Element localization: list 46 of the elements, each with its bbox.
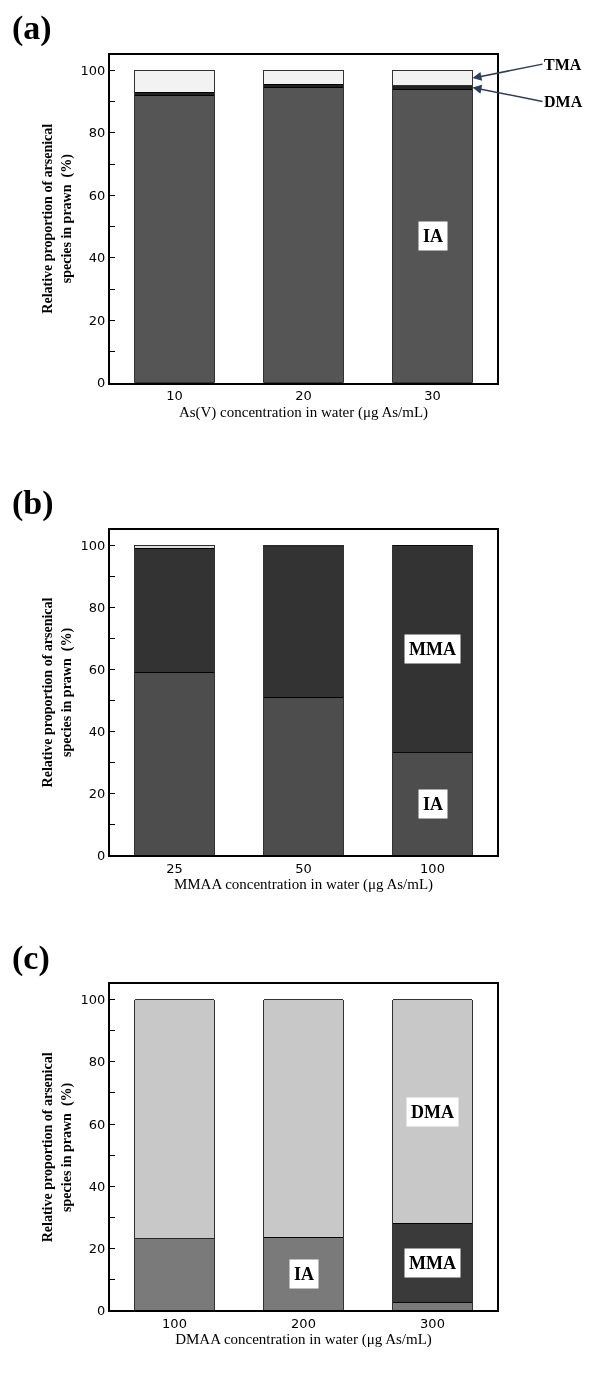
y-tick-label: 60 [88, 661, 106, 677]
series-label: DMA [411, 1102, 454, 1122]
chart-title: (c) [12, 939, 50, 977]
y-tick-label: 40 [88, 723, 106, 739]
x-tick-label: 10 [166, 388, 183, 404]
chart-title: (a) [12, 9, 52, 47]
series-label: MMA [409, 1253, 456, 1273]
x-tick-label: 100 [162, 1315, 187, 1331]
x-tick-label: 100 [420, 860, 445, 876]
x-axis-title: As(V) concentration in water (μg As/mL) [178, 403, 429, 421]
y-tick-label: 60 [88, 1116, 106, 1132]
series-label: IA [423, 794, 444, 814]
series-label: IA [294, 1264, 315, 1284]
y-tick-label: 20 [88, 1240, 106, 1256]
y-tick-label: 80 [88, 599, 106, 615]
bar [263, 69, 344, 85]
y-tick-label: 40 [88, 250, 106, 266]
y-tick-label: 100 [80, 992, 106, 1008]
y-axis-title: Relative proportion of arsenical species in prawn (%) [40, 123, 75, 314]
text: DMA [544, 93, 583, 110]
y-tick-label: 20 [88, 312, 106, 328]
x-tick-label: 20 [295, 388, 312, 404]
y-tick-label: 0 [97, 375, 106, 391]
y-tick-label: 60 [88, 187, 106, 203]
series-label: IA [423, 226, 444, 246]
bar [134, 69, 215, 93]
y-axis-title: Relative proportion of arsenical species in prawn (%) [40, 1052, 75, 1243]
y-tick-label: 40 [88, 1178, 106, 1194]
y-tick-label: 0 [97, 847, 106, 863]
x-tick-label: 300 [420, 1315, 445, 1331]
y-axis-title: Relative proportion of arsenical species in prawn (%) [40, 597, 75, 788]
series-label: MMA [409, 639, 456, 659]
y-tick-label: 0 [97, 1302, 106, 1318]
y-tick-label: 100 [80, 537, 106, 553]
x-tick-label: 50 [295, 860, 312, 876]
x-axis-title: DMAA concentration in water (μg As/mL) [175, 1331, 432, 1349]
x-axis-title: MMAA concentration in water (μg As/mL) [173, 876, 434, 894]
x-tick-label: 30 [424, 388, 441, 404]
y-tick-label: 80 [88, 1054, 106, 1070]
y-tick-label: 80 [88, 125, 106, 141]
x-tick-label: 200 [291, 1315, 316, 1331]
text: TMA [544, 56, 582, 73]
x-tick-label: 25 [166, 860, 183, 876]
y-tick-label: 100 [80, 62, 106, 78]
y-tick-label: 20 [88, 785, 106, 801]
chart-title: (b) [12, 484, 54, 522]
